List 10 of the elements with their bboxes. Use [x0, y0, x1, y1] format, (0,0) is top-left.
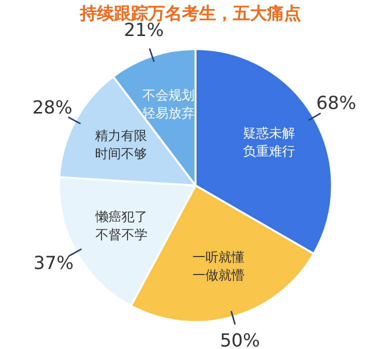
- slice-label: 精力有限时间不够: [94, 128, 147, 162]
- slice-label: 一听就懂一做就懵: [192, 250, 245, 284]
- chart-title: 持续跟踪万名考生，五大痛点: [78, 3, 302, 24]
- slice-label: 不会规划轻易放弃: [142, 88, 195, 122]
- data-label: 28%: [32, 97, 72, 118]
- data-label: 37%: [34, 253, 74, 274]
- slice-label: 疑惑未解负重难行: [242, 126, 295, 160]
- data-label: 50%: [220, 330, 260, 349]
- data-label: 68%: [316, 92, 356, 114]
- slice-label: 懒癌犯了不督不学: [94, 210, 148, 244]
